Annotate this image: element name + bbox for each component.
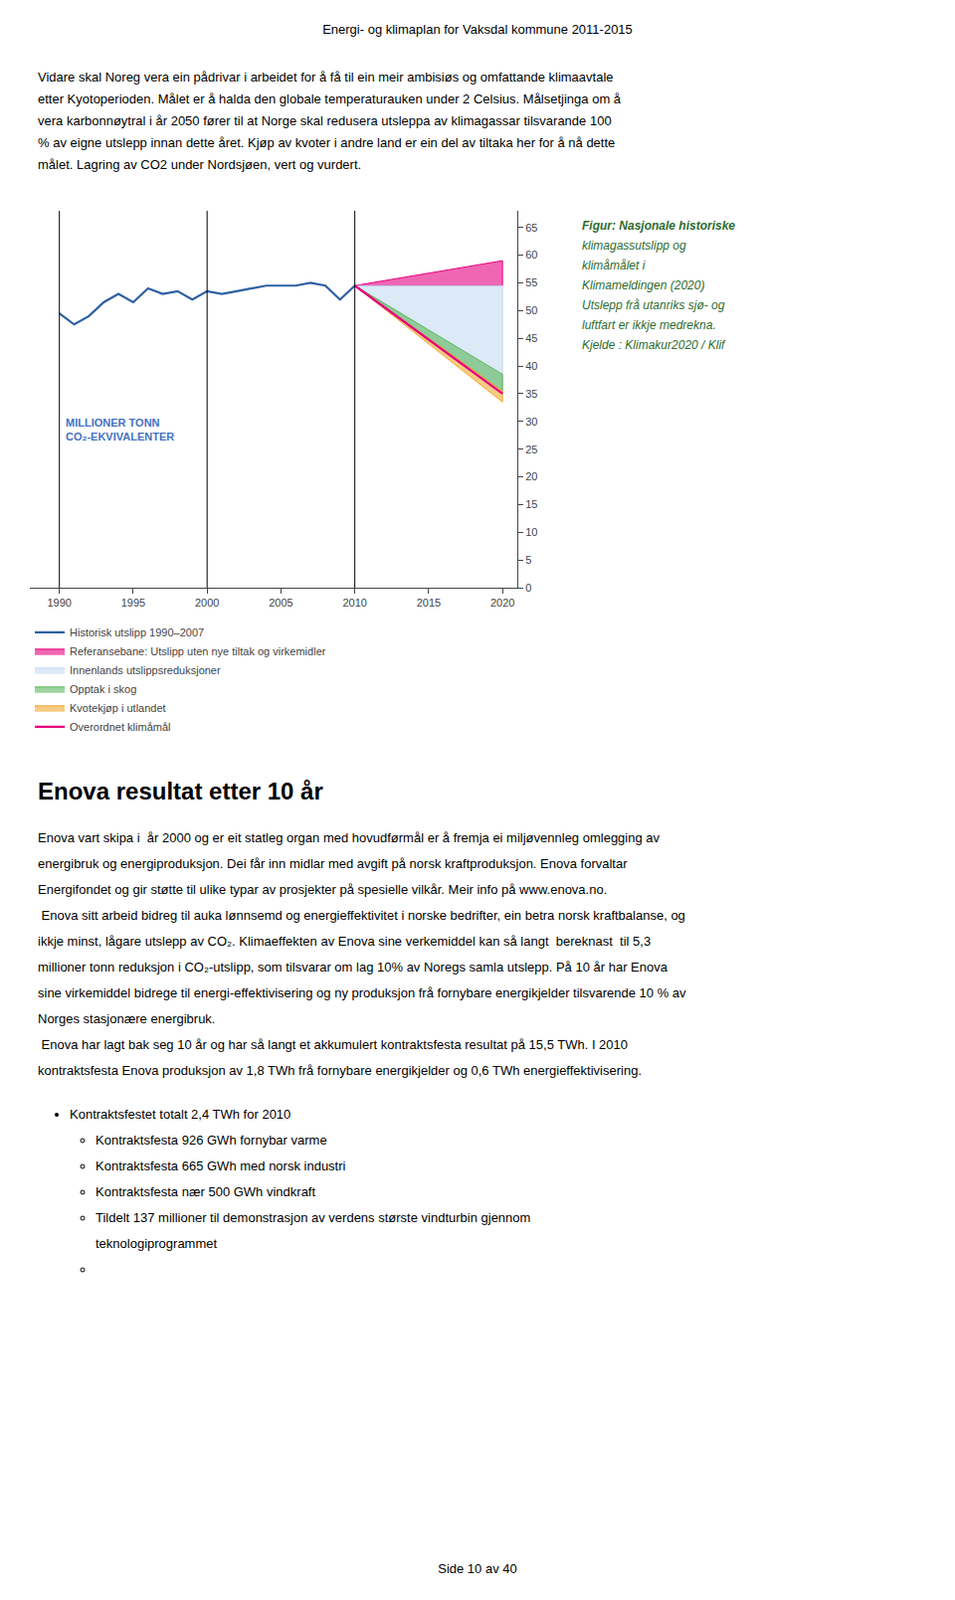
svg-text:40: 40 <box>525 360 538 373</box>
html-text:Klimameldingen (2020): Klimameldingen (2020) <box>581 278 705 293</box>
html-text:energibruk og energiproduksjon: energibruk og energiproduksjon. Dei får … <box>37 856 628 872</box>
svg-text:Kvotekjøp i utlandet: Kvotekjøp i utlandet <box>69 702 167 715</box>
html-text:Vidare skal Noreg vera ein påd: Vidare skal Noreg vera ein pådrivar i ar… <box>37 69 614 85</box>
html-text:Kjelde : Klimakur2020 / Klif: Kjelde : Klimakur2020 / Klif <box>581 338 725 353</box>
html-text:Norges stasjonære energibruk.: Norges stasjonære energibruk. <box>37 1011 216 1027</box>
html-text:sine virkemiddel bidrege til e: sine virkemiddel bidrege til energi-effe… <box>37 985 687 1001</box>
html-text:Enova vart skipa i år 2000 og: Enova vart skipa i år 2000 og er eit sta… <box>37 830 660 846</box>
html-text:Kontraktsfesta 926 GWh fornyba: Kontraktsfesta 926 GWh fornybar varme <box>95 1133 327 1148</box>
html-text:vera karbonnøytral i år 2050 f: vera karbonnøytral i år 2050 fører til a… <box>37 113 612 129</box>
svg-text:Overordnet klimåmål: Overordnet klimåmål <box>69 721 171 734</box>
html-text:Energi- og klimaplan for Vaksd: Energi- og klimaplan for Vaksdal kommune… <box>322 21 633 37</box>
html-text:Enova har lagt bak seg 10 år o: Enova har lagt bak seg 10 år og har så l… <box>37 1037 628 1053</box>
html-text:Enova sitt arbeid bidreg til a: Enova sitt arbeid bidreg til auka lønnse… <box>37 908 686 924</box>
html-text:Side 10 av 40: Side 10 av 40 <box>437 1561 518 1577</box>
svg-text:15: 15 <box>525 498 538 511</box>
html-text:millioner tonn reduksjon i CO₂: millioner tonn reduksjon i CO₂-utslipp, … <box>37 959 668 975</box>
svg-text:2020: 2020 <box>490 596 515 609</box>
svg-text:45: 45 <box>525 332 538 345</box>
svg-text:Innenlands utslippsreduksjoner: Innenlands utslippsreduksjoner <box>69 664 221 677</box>
svg-text:10: 10 <box>525 526 538 539</box>
html-text:klimagassutslipp og: klimagassutslipp og <box>581 238 687 253</box>
html-text:målet. Lagring av CO2 under No: målet. Lagring av CO2 under Nordsjøen, v… <box>37 157 362 173</box>
svg-text:35: 35 <box>525 387 538 400</box>
html-text:etter Kyotoperioden. Målet er: etter Kyotoperioden. Målet er å halda de… <box>37 91 621 107</box>
svg-text:1995: 1995 <box>121 596 146 609</box>
svg-text:60: 60 <box>525 248 538 261</box>
svg-text:55: 55 <box>525 276 538 289</box>
svg-text:30: 30 <box>525 415 538 428</box>
svg-text:65: 65 <box>525 221 538 234</box>
svg-text:1990: 1990 <box>46 596 71 609</box>
html-text:Figur: Nasjonale historiske: Figur: Nasjonale historiske <box>581 218 736 233</box>
html-text:Kontraktsfesta nær 500 GWh vin: Kontraktsfesta nær 500 GWh vindkraft <box>95 1184 316 1200</box>
svg-text:50: 50 <box>525 304 538 317</box>
svg-text:2015: 2015 <box>416 596 441 609</box>
svg-text:25: 25 <box>525 443 538 456</box>
svg-text:2005: 2005 <box>268 596 293 609</box>
svg-text:0: 0 <box>525 581 532 594</box>
svg-text:Historisk utslipp 1990–2007: Historisk utslipp 1990–2007 <box>69 626 204 639</box>
html-text:Utslepp frå utanriks sjø- og: Utslepp frå utanriks sjø- og <box>581 298 725 313</box>
html-text:Kontraktsfesta 665 GWh med nor: Kontraktsfesta 665 GWh med norsk industr… <box>95 1158 346 1174</box>
html-text:kontraktsfesta Enova produksjo: kontraktsfesta Enova produksjon av 1,8 T… <box>37 1063 642 1079</box>
html-text:Kontraktsfestet totalt 2,4 TWh: Kontraktsfestet totalt 2,4 TWh for 2010 <box>69 1107 291 1123</box>
html-text:ikkje minst, lågare utslepp av: ikkje minst, lågare utslepp av CO₂. Klim… <box>37 934 651 950</box>
html-text:Enova resultat etter 10 år: Enova resultat etter 10 år <box>37 777 324 805</box>
svg-text:2000: 2000 <box>194 596 219 609</box>
svg-text:2010: 2010 <box>342 596 367 609</box>
svg-text:Referansebane: Utslipp uten ny: Referansebane: Utslipp uten nye tiltak o… <box>69 645 327 658</box>
html-text:teknologiprogrammet: teknologiprogrammet <box>95 1236 217 1252</box>
svg-text:Opptak i skog: Opptak i skog <box>69 683 137 696</box>
html-text:Energifondet og gir støtte til: Energifondet og gir støtte til ulike typ… <box>37 882 608 898</box>
html-text:luftfart er ikkje medrekna.: luftfart er ikkje medrekna. <box>581 318 716 333</box>
svg-text:MILLIONER TONNCO₂-EKVIVALENTER: MILLIONER TONNCO₂-EKVIVALENTER <box>65 416 175 443</box>
html-text:Tildelt 137 millioner til demo: Tildelt 137 millioner til demonstrasjon … <box>95 1210 531 1226</box>
svg-text:5: 5 <box>525 554 532 567</box>
html-text:% av eigne utslepp innan dette: % av eigne utslepp innan dette året. Kjø… <box>37 135 616 151</box>
html-text:klimåmålet i: klimåmålet i <box>581 258 646 273</box>
svg-text:20: 20 <box>525 470 538 483</box>
